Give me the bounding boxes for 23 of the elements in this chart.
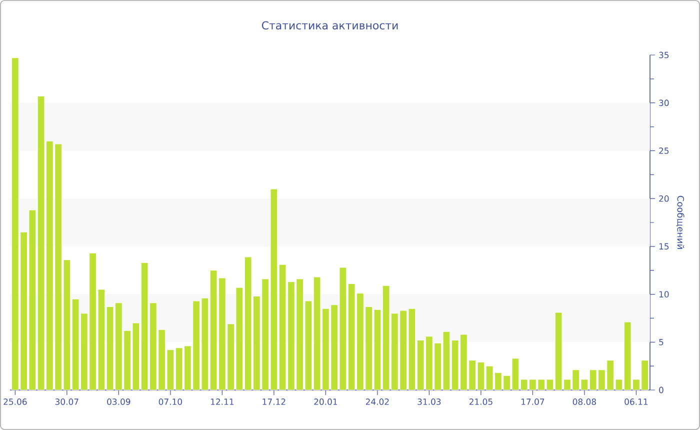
y-tick-label: 0 — [659, 386, 664, 394]
x-tick-label: 25.06 — [4, 398, 27, 405]
x-tick-label: 07.10 — [158, 398, 182, 405]
y-tick-label: 20 — [659, 195, 669, 202]
x-tick-label: 31.03 — [418, 398, 441, 405]
y-tick-label: 25 — [659, 148, 669, 154]
x-tick-label: 17.07 — [522, 398, 544, 405]
x-tick-label: 12.11 — [211, 398, 234, 405]
x-tick-label: 08.08 — [572, 398, 596, 405]
x-tick-label: 30.07 — [55, 398, 78, 405]
x-tick-label: 17.12 — [262, 398, 286, 405]
x-tick-label: 03.09 — [107, 398, 130, 405]
y-tick-label: 15 — [659, 243, 669, 250]
y-tick-label: 10 — [659, 291, 669, 298]
x-tick-label: 24.02 — [366, 398, 389, 405]
y-tick-label: 35 — [659, 52, 669, 58]
chart-title: Статистика активности — [262, 21, 398, 30]
x-tick-label: 06.11 — [624, 398, 648, 405]
x-tick-label: 20.01 — [314, 398, 338, 405]
y-axis-title: Сообщений — [676, 196, 684, 249]
y-tick-label: 30 — [659, 100, 669, 106]
y-tick-label: 5 — [659, 338, 664, 346]
x-tick-label: 21.05 — [469, 398, 492, 405]
